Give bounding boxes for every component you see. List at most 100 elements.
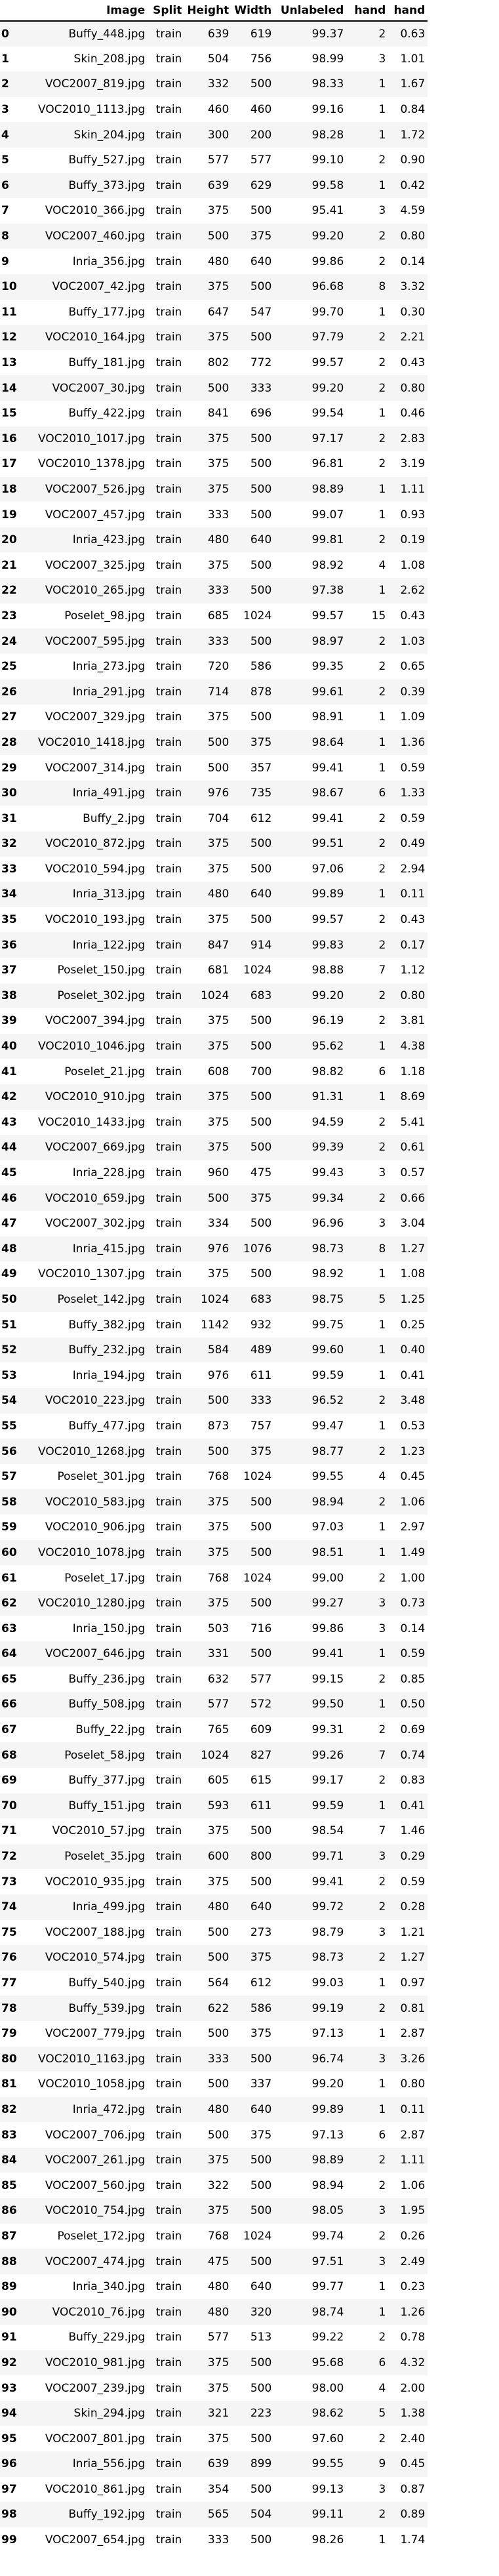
table-row: 26 Inria_291.jpg train 714 878 99.61 2 0.39 [0, 679, 428, 705]
table-row: 70 Buffy_151.jpg train 593 611 99.59 1 0.41 [0, 1793, 428, 1819]
row-index: 29 [0, 755, 35, 781]
height-cell: 704 [184, 806, 232, 831]
hand-count-cell: 2 [346, 1439, 389, 1464]
split-cell: train [148, 96, 185, 123]
unlabeled-cell: 99.20 [274, 983, 347, 1009]
height-cell: 334 [184, 1210, 232, 1237]
split-cell: train [148, 679, 185, 705]
table-row: 72 Poselet_35.jpg train 600 800 99.71 3 0.29 [0, 1843, 428, 1870]
hand-count-cell: 2 [346, 451, 389, 477]
split-cell: train [148, 274, 185, 300]
height-cell: 375 [184, 476, 232, 502]
height-cell: 375 [184, 1135, 232, 1160]
width-cell: 1024 [231, 603, 275, 629]
table-row: 85 VOC2007_560.jpg train 322 500 98.94 2 1.06 [0, 2173, 428, 2199]
unlabeled-cell: 98.82 [274, 1059, 347, 1084]
row-index: 47 [0, 1210, 35, 1237]
unlabeled-cell: 99.57 [274, 907, 347, 933]
image-cell: Inria_472.jpg [35, 2096, 148, 2123]
table-row: 53 Inria_194.jpg train 976 611 99.59 1 0.41 [0, 1362, 428, 1389]
hand-percent-cell: 0.73 [388, 1590, 428, 1616]
unlabeled-cell: 96.96 [274, 1210, 347, 1237]
row-index: 25 [0, 653, 35, 680]
row-index: 95 [0, 2426, 35, 2451]
hand-percent-cell: 1.46 [388, 1818, 428, 1844]
image-cell: Inria_491.jpg [35, 780, 148, 806]
hand-percent-cell: 0.80 [388, 375, 428, 401]
split-cell: train [148, 1793, 185, 1819]
image-cell: Inria_291.jpg [35, 679, 148, 705]
image-cell: Buffy_232.jpg [35, 1337, 148, 1363]
table-row: 79 VOC2007_779.jpg train 500 375 97.13 1 2.87 [0, 2020, 428, 2047]
hand-percent-cell: 0.78 [388, 2325, 428, 2350]
image-cell: Buffy_151.jpg [35, 1793, 148, 1819]
image-cell: VOC2007_302.jpg [35, 1210, 148, 1237]
height-cell: 321 [184, 2400, 232, 2426]
hand-count-cell: 1 [346, 1033, 389, 1059]
split-cell: train [148, 2350, 185, 2376]
table-row: 91 Buffy_229.jpg train 577 513 99.22 2 0.78 [0, 2325, 428, 2350]
hand-count-cell: 1 [346, 1515, 389, 1540]
unlabeled-cell: 99.89 [274, 2096, 347, 2123]
table-row: 52 Buffy_232.jpg train 584 489 99.60 1 0.40 [0, 1337, 428, 1363]
width-cell: 375 [231, 2020, 275, 2047]
hand-percent-cell: 1.38 [388, 2400, 428, 2426]
split-cell: train [148, 1767, 185, 1793]
table-row: 5 Buffy_527.jpg train 577 577 99.10 2 0.90 [0, 147, 428, 173]
unlabeled-cell: 97.06 [274, 856, 347, 882]
hand-count-cell: 1 [346, 476, 389, 502]
table-row: 51 Buffy_382.jpg train 1142 932 99.75 1 0.25 [0, 1312, 428, 1338]
table-row: 75 VOC2007_188.jpg train 500 273 98.79 3 1.21 [0, 1919, 428, 1946]
height-cell: 480 [184, 527, 232, 553]
hand-count-cell: 3 [346, 46, 389, 72]
width-cell: 500 [231, 476, 275, 502]
width-cell: 489 [231, 1337, 275, 1363]
hand-count-cell: 2 [346, 2502, 389, 2527]
hand-percent-cell: 0.17 [388, 932, 428, 958]
image-cell: Poselet_17.jpg [35, 1565, 148, 1591]
data-table: Image Split Height Width Unlabeled hand … [0, 0, 428, 2547]
width-cell: 756 [231, 46, 275, 72]
row-index: 19 [0, 502, 35, 527]
unlabeled-cell: 99.00 [274, 1565, 347, 1591]
hand-percent-cell: 0.57 [388, 1160, 428, 1186]
width-cell: 500 [231, 628, 275, 654]
row-index: 41 [0, 1059, 35, 1084]
hand-count-cell: 1 [346, 1084, 389, 1110]
image-cell: Buffy_527.jpg [35, 147, 148, 173]
split-cell: train [148, 1312, 185, 1338]
hand-percent-cell: 0.93 [388, 502, 428, 527]
column-header-index [0, 0, 35, 22]
row-index: 8 [0, 223, 35, 249]
unlabeled-cell: 99.59 [274, 1793, 347, 1819]
image-cell: VOC2010_1046.jpg [35, 1033, 148, 1059]
height-cell: 500 [184, 1919, 232, 1946]
unlabeled-cell: 98.91 [274, 705, 347, 730]
hand-percent-cell: 4.59 [388, 198, 428, 224]
hand-percent-cell: 3.48 [388, 1388, 428, 1414]
image-cell: Poselet_302.jpg [35, 983, 148, 1009]
row-index: 71 [0, 1818, 35, 1844]
split-cell: train [148, 705, 185, 730]
split-cell: train [148, 1590, 185, 1616]
split-cell: train [148, 2072, 185, 2097]
width-cell: 640 [231, 882, 275, 907]
table-row: 10 VOC2007_42.jpg train 375 500 96.68 8 3.32 [0, 274, 428, 300]
height-cell: 1024 [184, 1742, 232, 1768]
width-cell: 500 [231, 72, 275, 97]
column-header-hand-count: hand [346, 0, 389, 22]
width-cell: 827 [231, 1742, 275, 1768]
row-index: 15 [0, 400, 35, 426]
split-cell: train [148, 1337, 185, 1363]
image-cell: VOC2007_42.jpg [35, 274, 148, 300]
unlabeled-cell: 98.74 [274, 2299, 347, 2325]
row-index: 38 [0, 983, 35, 1009]
hand-count-cell: 3 [346, 1160, 389, 1186]
hand-count-cell: 2 [346, 907, 389, 933]
row-index: 86 [0, 2198, 35, 2224]
hand-percent-cell: 2.62 [388, 578, 428, 603]
height-cell: 500 [184, 375, 232, 401]
split-cell: train [148, 2426, 185, 2451]
split-cell: train [148, 1540, 185, 1566]
unlabeled-cell: 99.58 [274, 173, 347, 199]
